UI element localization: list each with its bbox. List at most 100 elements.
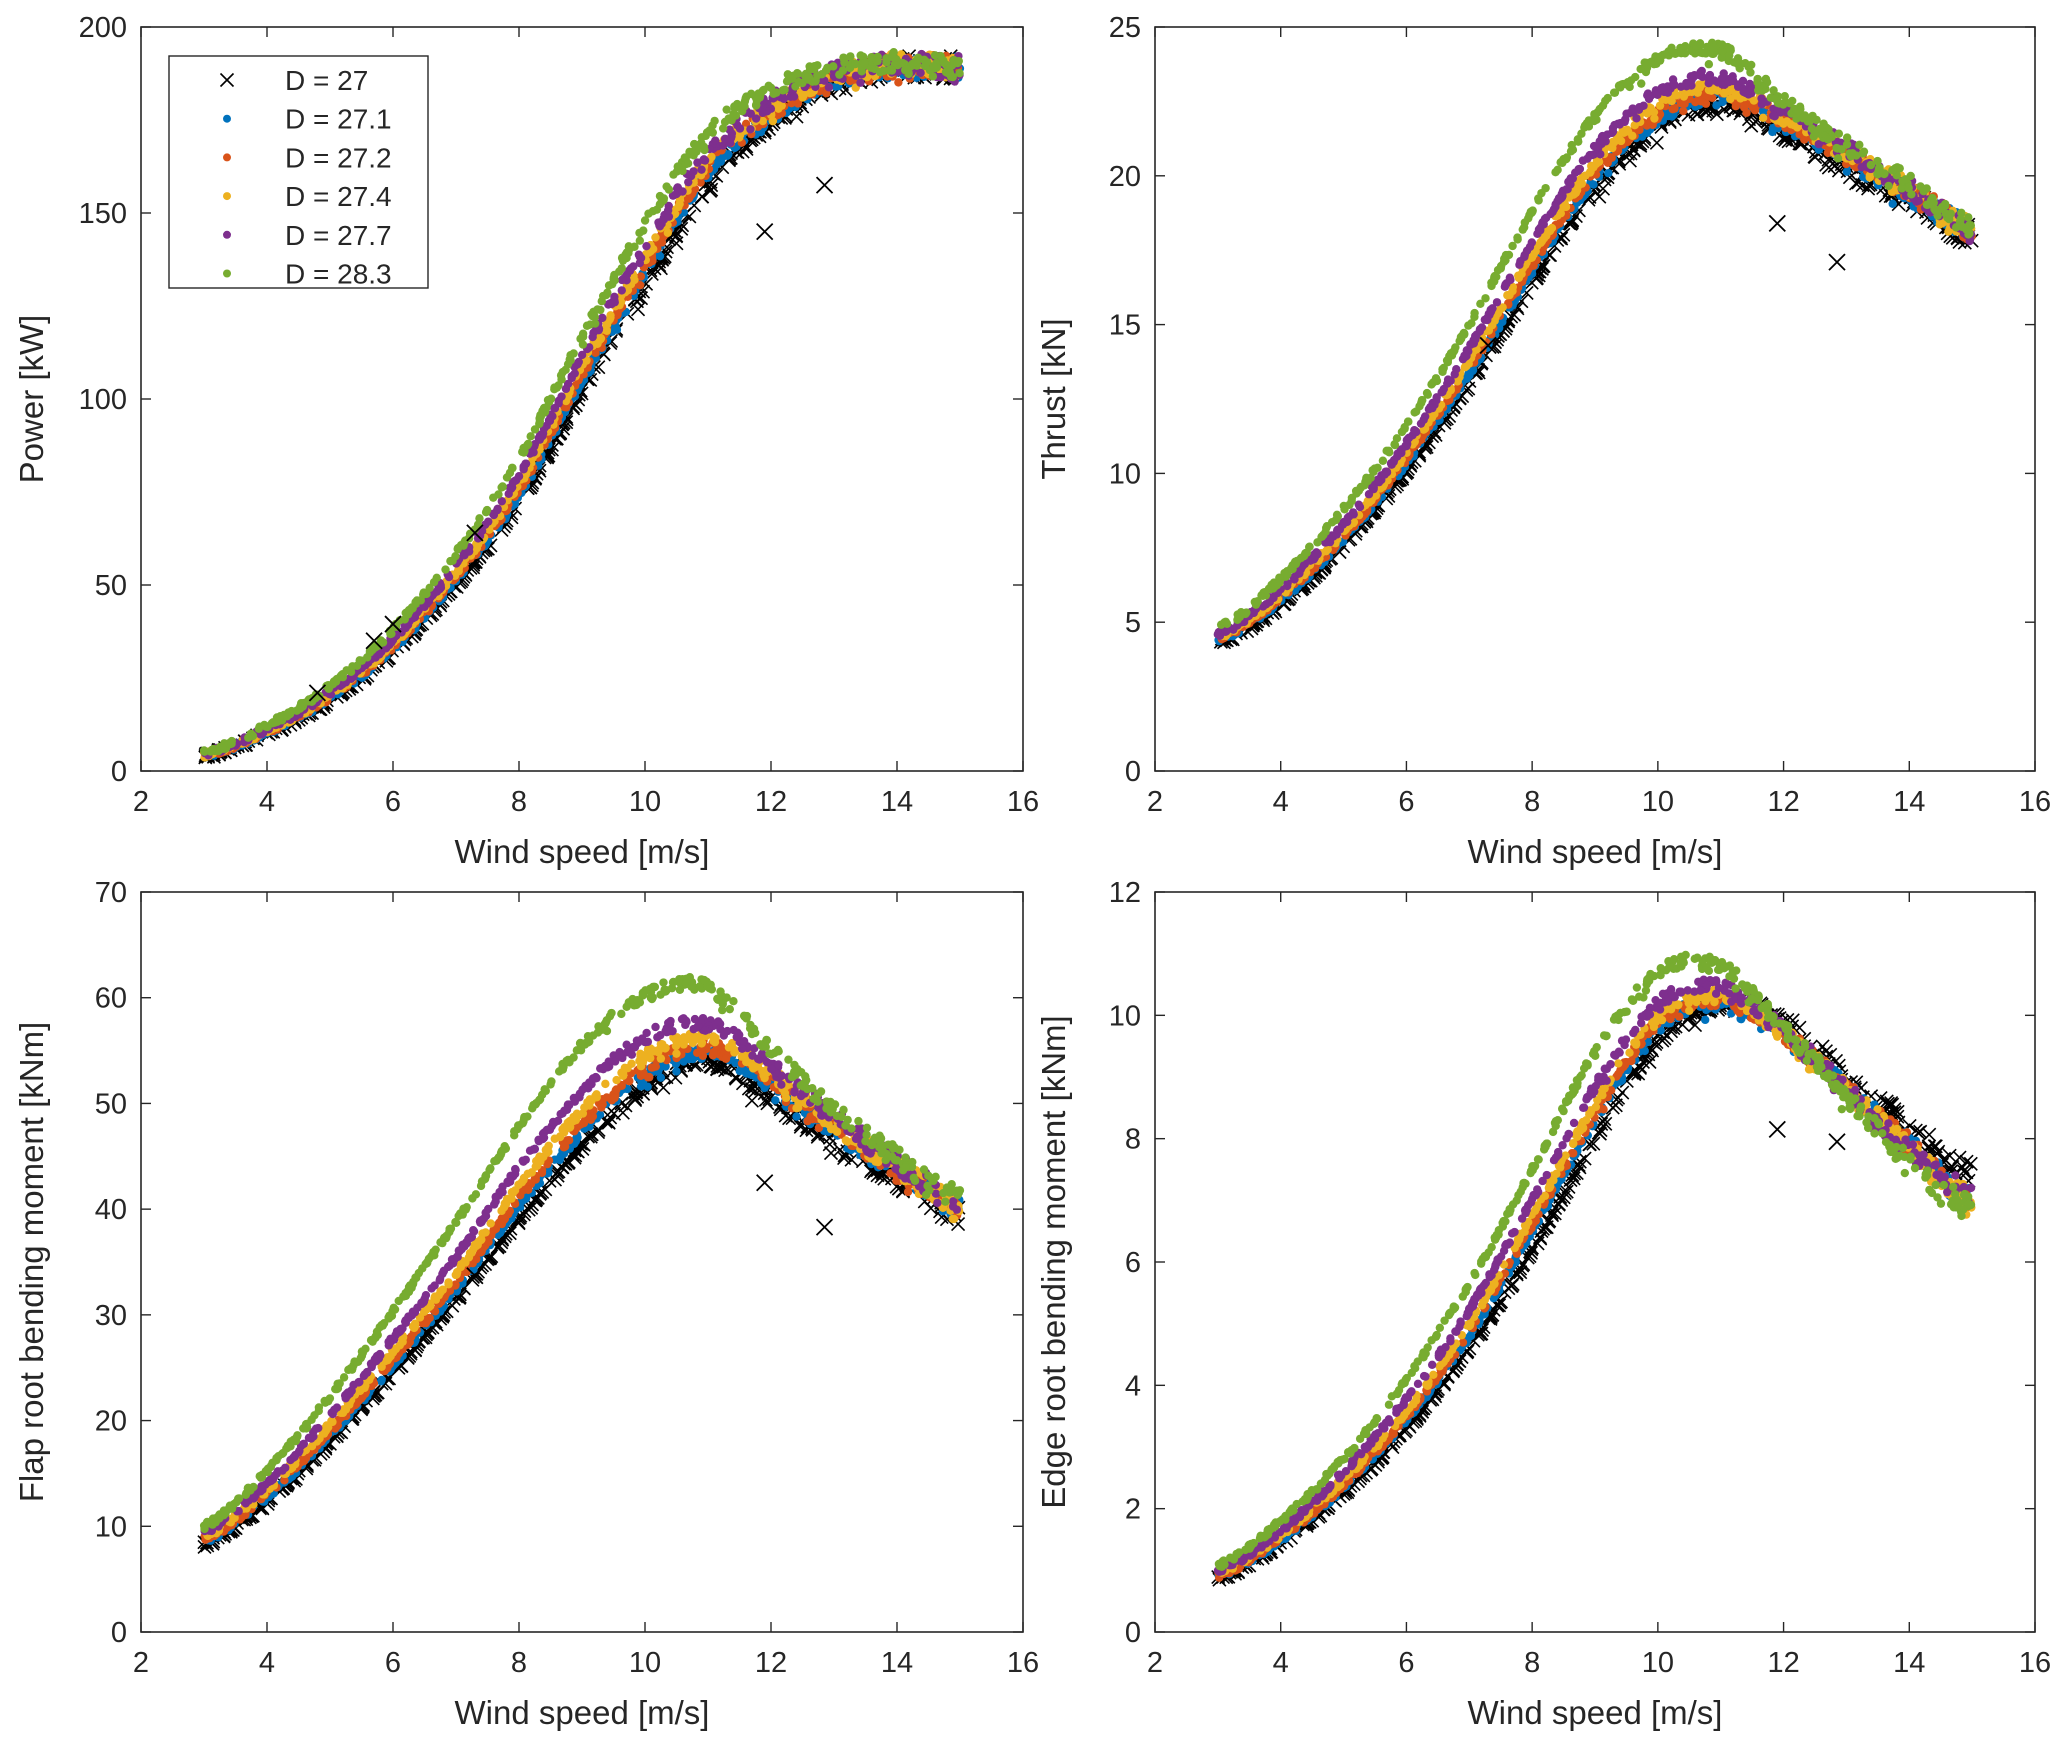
x-tick-label: 4: [259, 786, 275, 818]
data-point: [789, 109, 804, 124]
data-point: [199, 746, 209, 755]
data-point: [432, 573, 441, 583]
data-point: [1758, 113, 1768, 123]
legend-label: D = 27: [285, 65, 368, 96]
data-point: [1608, 123, 1618, 133]
data-point: [484, 517, 493, 526]
plot-area: [1213, 38, 1979, 650]
data-point: [1250, 597, 1260, 607]
data-point: [1604, 168, 1613, 178]
data-point: [1563, 185, 1572, 194]
data-point: [1859, 147, 1869, 156]
data-point: [1945, 214, 1954, 224]
data-point: [1589, 180, 1598, 189]
data-point: [557, 392, 566, 401]
data-point: [697, 165, 706, 174]
data-point: [1866, 160, 1876, 170]
data-point: [597, 296, 606, 306]
plot-area: [198, 47, 965, 765]
legend-marker-dot-icon: [223, 192, 231, 201]
data-point: [683, 159, 693, 168]
data-point: [617, 286, 626, 295]
data-point: [663, 228, 673, 238]
data-point: [787, 74, 796, 83]
data-point: [655, 251, 665, 261]
data-point: [1704, 79, 1713, 88]
data-point: [1649, 107, 1659, 117]
data-point: [1333, 525, 1342, 534]
data-point: [831, 82, 841, 91]
data-point: [1776, 108, 1785, 117]
data-point: [1467, 319, 1476, 328]
data-point: [929, 62, 938, 71]
data-point: [930, 51, 940, 60]
legend-marker-dot-icon: [223, 269, 231, 278]
data-point: [1393, 449, 1402, 458]
x-tick-label: 8: [511, 786, 527, 818]
data-point: [664, 185, 674, 194]
data-point: [346, 667, 356, 677]
data-point: [1300, 549, 1310, 558]
data-point: [1462, 351, 1471, 361]
data-point: [689, 167, 698, 176]
legend-marker-dot-icon: [223, 114, 231, 123]
data-point: [711, 136, 720, 145]
data-point: [296, 701, 305, 711]
data-point: [1364, 490, 1374, 499]
data-point: [746, 125, 755, 134]
data-point: [1705, 70, 1715, 80]
data-point: [727, 114, 737, 124]
data-point: [1594, 157, 1604, 166]
data-point: [622, 253, 631, 263]
data-point: [441, 565, 450, 574]
legend-label: D = 28.3: [285, 259, 392, 290]
data-point: [610, 270, 619, 280]
data-point: [1637, 79, 1646, 88]
data-point: [655, 200, 665, 209]
x-tick-label: 10: [629, 786, 661, 818]
data-point: [453, 544, 462, 554]
data-point: [536, 410, 545, 420]
data-point: [829, 62, 838, 71]
data-point: [545, 397, 554, 407]
data-point: [751, 114, 761, 123]
data-point: [1310, 553, 1319, 563]
data-point: [689, 147, 698, 156]
data-point: [590, 312, 599, 322]
data-point: [1746, 86, 1755, 95]
legend-label: D = 27.2: [285, 142, 392, 173]
data-point: [635, 258, 645, 268]
data-point: [758, 116, 767, 126]
data-point: [1888, 199, 1897, 209]
data-point: [651, 233, 660, 242]
data-point: [769, 89, 778, 98]
data-point: [287, 706, 296, 716]
y-tick-label: 200: [79, 12, 127, 44]
data-point: [720, 134, 730, 144]
data-point: [920, 61, 930, 71]
data-point: [494, 490, 503, 499]
data-point: [612, 325, 622, 334]
data-point: [617, 264, 626, 273]
data-point: [387, 629, 396, 638]
data-point: [856, 78, 865, 87]
data-point: [585, 320, 595, 329]
data-point: [882, 54, 891, 63]
data-point: [1728, 75, 1738, 85]
data-point: [226, 739, 236, 748]
data-point: [1518, 225, 1527, 234]
data-point: [593, 305, 602, 314]
data-point: [1704, 60, 1714, 69]
data-point: [1501, 279, 1511, 289]
data-point: [1213, 630, 1223, 639]
data-point: [1229, 625, 1238, 634]
data-point: [1483, 315, 1492, 325]
data-point: [338, 673, 348, 682]
data-point: [588, 332, 597, 342]
data-point: [244, 733, 253, 742]
data-point: [1623, 127, 1633, 136]
data-point: [1855, 140, 1864, 150]
data-point: [526, 432, 535, 441]
